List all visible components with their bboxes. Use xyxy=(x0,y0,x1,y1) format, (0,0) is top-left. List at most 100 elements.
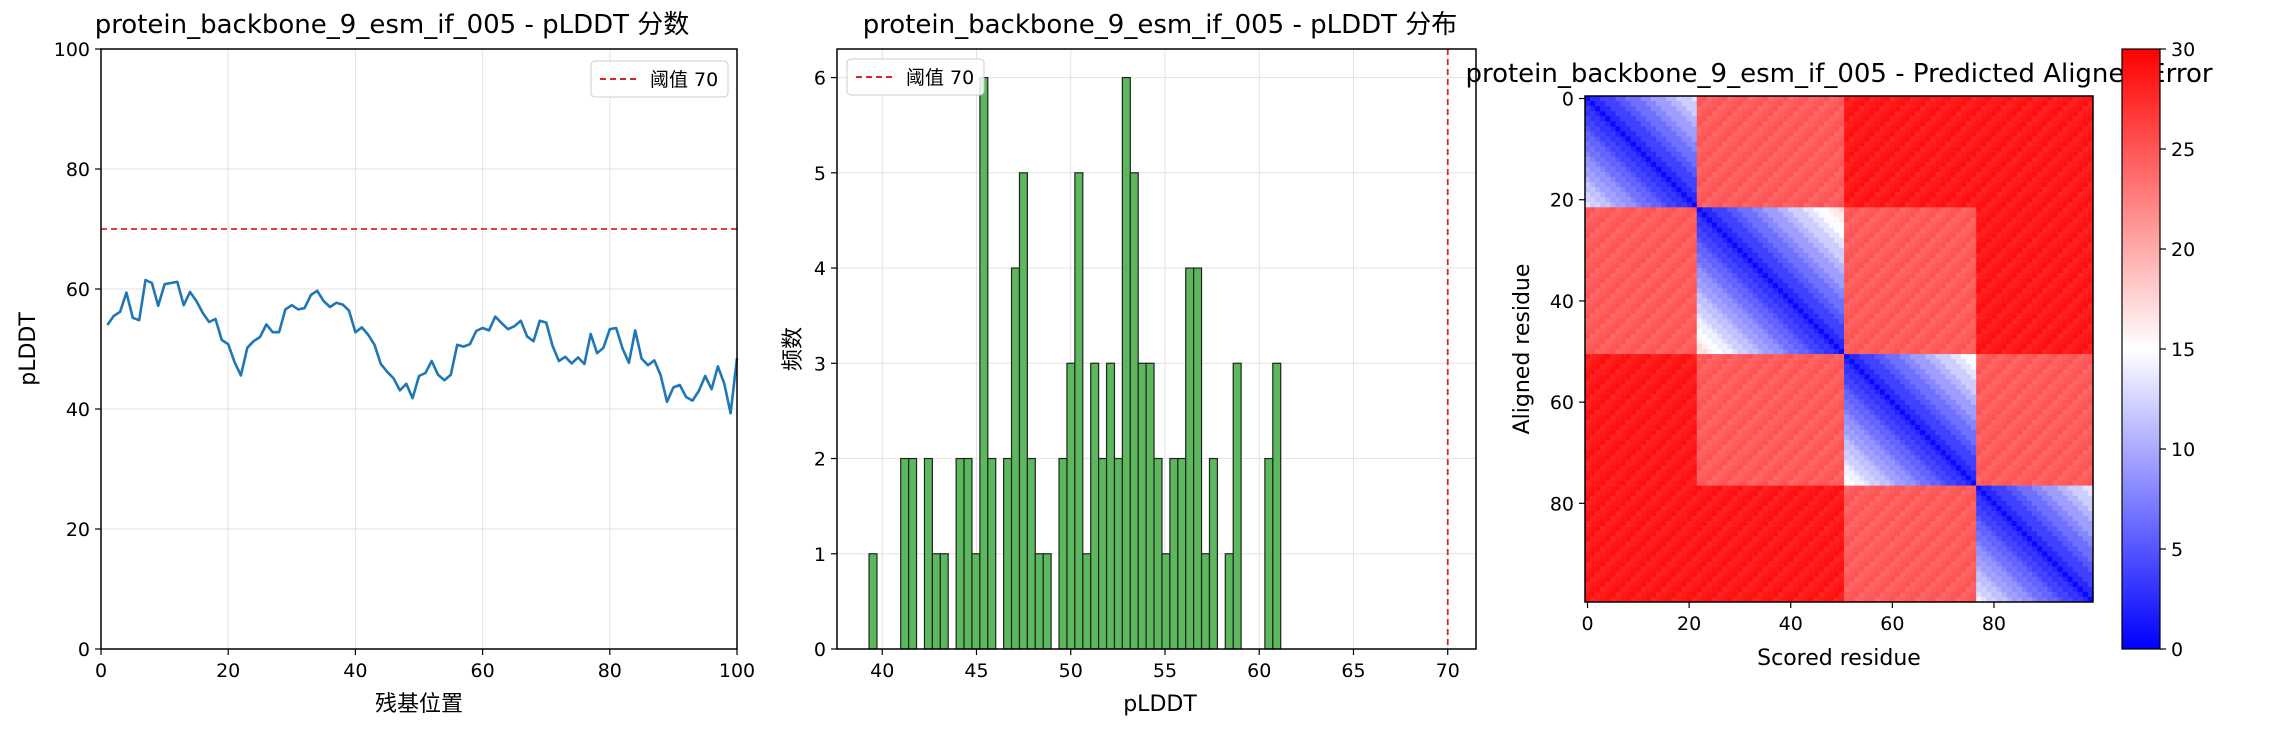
heatmap-cell xyxy=(1955,116,1962,122)
heatmap-cell xyxy=(1844,237,1850,244)
heatmap-cell xyxy=(1874,141,1880,147)
heatmap-cell xyxy=(1899,217,1906,223)
heatmap-cell xyxy=(1762,222,1769,228)
heatmap-cell xyxy=(2026,293,2033,299)
heatmap-cell xyxy=(2032,161,2038,168)
heatmap-cell xyxy=(1778,156,1784,163)
heatmap-cell xyxy=(1930,197,1936,203)
heatmap-cell xyxy=(1828,303,1835,309)
heatmap-cell xyxy=(1971,288,1977,294)
heatmap-cell xyxy=(1605,197,1611,203)
heatmap-cell xyxy=(1610,136,1616,142)
heatmap-cell xyxy=(2026,111,2033,117)
heatmap-cell xyxy=(1828,136,1835,142)
heatmap-cell xyxy=(2087,318,2094,324)
heatmap-cell xyxy=(2062,278,2068,284)
heatmap-cell xyxy=(1783,333,1789,340)
heatmap-cell xyxy=(1645,222,1652,228)
heatmap-cell xyxy=(1910,126,1916,132)
heatmap-cell xyxy=(1661,156,1667,163)
heatmap-cell xyxy=(2016,257,2023,264)
heatmap-cell xyxy=(1783,202,1789,208)
heatmap-cell xyxy=(1585,121,1591,127)
heatmap-cell xyxy=(1737,116,1743,122)
heatmap-cell xyxy=(1625,156,1632,163)
heatmap-cell xyxy=(1757,151,1764,158)
heatmap-cell xyxy=(1925,182,1931,188)
heatmap-cell xyxy=(1920,146,1926,152)
heatmap-cell xyxy=(1696,237,1703,244)
heatmap-cell xyxy=(2087,207,2094,213)
histogram-bar xyxy=(1200,553,1211,650)
heatmap-cell xyxy=(1625,121,1632,127)
heatmap-cell xyxy=(1778,268,1784,274)
heatmap-cell xyxy=(1661,116,1667,122)
heatmap-cell xyxy=(1651,151,1657,158)
heatmap-cell xyxy=(1981,262,1987,269)
heatmap-cell xyxy=(1727,101,1733,107)
heatmap-cell xyxy=(1772,227,1779,233)
heatmap-cell xyxy=(1610,146,1616,152)
line-chart-grid xyxy=(100,48,738,650)
heatmap-cell xyxy=(1671,176,1677,183)
heatmap-cell xyxy=(2006,232,2013,238)
heatmap-cell xyxy=(1920,222,1926,228)
heatmap-cell xyxy=(1910,247,1916,254)
heatmap-cell xyxy=(1930,222,1936,228)
heatmap-cell xyxy=(2077,313,2084,319)
heatmap-cell xyxy=(1600,293,1606,299)
heatmap-cell xyxy=(1833,126,1840,132)
heatmap-cell xyxy=(1610,252,1616,259)
heatmap-cell xyxy=(1712,242,1718,249)
heatmap-cell xyxy=(1798,151,1804,158)
heatmap-cell xyxy=(1905,131,1911,137)
heatmap-cell xyxy=(1645,283,1652,289)
heatmap-cell xyxy=(1757,227,1764,233)
heatmap-cell xyxy=(1996,288,2002,294)
heatmap-cell xyxy=(1854,141,1860,147)
heatmap-cell xyxy=(1778,131,1784,137)
heatmap-cell xyxy=(2042,242,2048,249)
heatmap-cell xyxy=(1732,318,1738,324)
heatmap-cell xyxy=(1996,278,2002,284)
heatmap-cell xyxy=(1635,257,1642,264)
heatmap-cell xyxy=(1783,166,1789,173)
heatmap-cell xyxy=(1889,242,1896,249)
heatmap-cell xyxy=(2021,116,2028,122)
heatmap-cell xyxy=(1732,131,1738,137)
heatmap-cell xyxy=(1976,333,1982,340)
heatmap-cell xyxy=(1757,298,1764,304)
heatmap-cell xyxy=(1752,232,1759,238)
heatmap-cell xyxy=(2001,237,2007,244)
heatmap-cell xyxy=(1767,288,1774,294)
heatmap-cell xyxy=(1849,187,1855,193)
heatmap-cell xyxy=(1615,121,1621,127)
heatmap-cell xyxy=(1889,161,1896,168)
heatmap-cell xyxy=(2052,268,2058,274)
heatmap-cell xyxy=(1844,116,1850,122)
heatmap-cell xyxy=(1671,273,1677,279)
heatmap-cell xyxy=(1925,146,1931,152)
heatmap-cell xyxy=(1971,161,1977,168)
heatmap-cell xyxy=(1813,171,1819,178)
heatmap-cell xyxy=(1666,333,1672,340)
heatmap-cell xyxy=(2026,262,2033,269)
heatmap-cell xyxy=(1996,303,2002,309)
histogram-bar xyxy=(979,76,989,650)
heatmap-cell xyxy=(1828,197,1835,203)
heatmap-cell xyxy=(1706,96,1713,102)
heatmap-cell xyxy=(2057,161,2063,168)
heatmap-cell xyxy=(1610,207,1616,213)
heatmap-cell xyxy=(2072,222,2079,228)
heatmap-cell xyxy=(2087,293,2094,299)
heatmap-cell xyxy=(1727,303,1733,309)
heatmap-cell xyxy=(1955,283,1962,289)
histogram-bar xyxy=(1137,362,1147,650)
heatmap-cell xyxy=(1833,268,1840,274)
heatmap-cell xyxy=(1691,283,1698,289)
heatmap-cell xyxy=(1620,126,1626,132)
heatmap-cell xyxy=(2072,116,2079,122)
heatmap-cell xyxy=(1869,268,1875,274)
heatmap-cell xyxy=(1879,333,1886,340)
